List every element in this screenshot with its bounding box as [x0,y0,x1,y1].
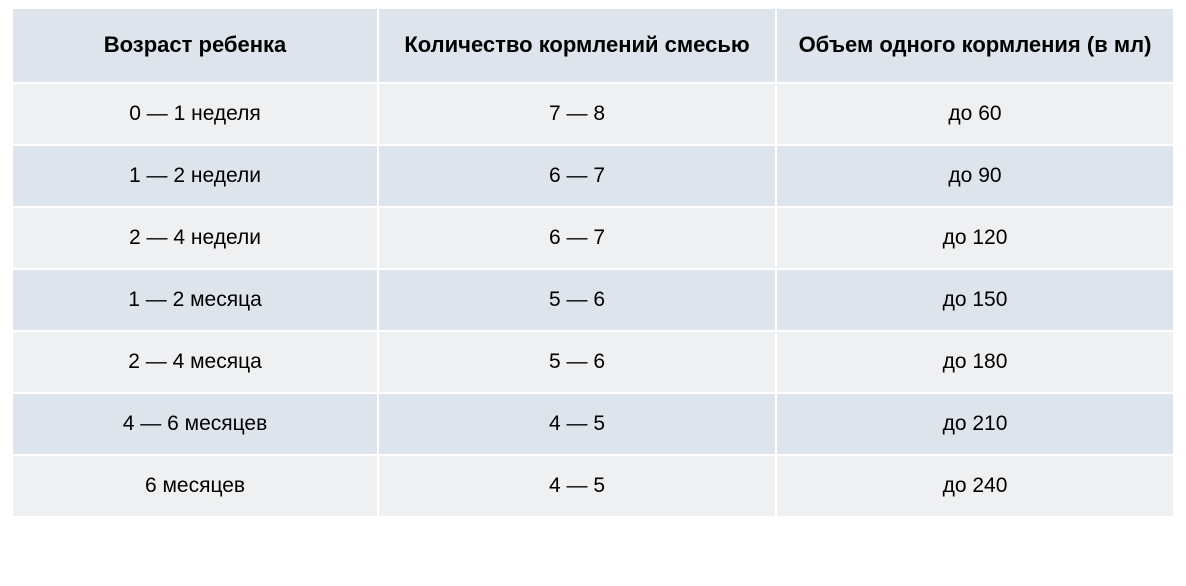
cell-age: 0 — 1 неделя [12,83,378,145]
cell-volume: до 60 [776,83,1174,145]
cell-feedings: 4 — 5 [378,455,776,517]
cell-age: 1 — 2 месяца [12,269,378,331]
cell-age: 1 — 2 недели [12,145,378,207]
cell-volume: до 120 [776,207,1174,269]
cell-volume: до 210 [776,393,1174,455]
table-row: 1 — 2 месяца 5 — 6 до 150 [12,269,1174,331]
table-row: 6 месяцев 4 — 5 до 240 [12,455,1174,517]
col-header-feedings: Количество кормлений смесью [378,8,776,83]
cell-feedings: 4 — 5 [378,393,776,455]
cell-feedings: 5 — 6 [378,269,776,331]
table-row: 2 — 4 недели 6 — 7 до 120 [12,207,1174,269]
table-row: 1 — 2 недели 6 — 7 до 90 [12,145,1174,207]
col-header-age: Возраст ребенка [12,8,378,83]
cell-age: 4 — 6 месяцев [12,393,378,455]
cell-feedings: 6 — 7 [378,207,776,269]
cell-age: 2 — 4 недели [12,207,378,269]
cell-volume: до 180 [776,331,1174,393]
col-header-volume: Объем одного кормления (в мл) [776,8,1174,83]
cell-volume: до 150 [776,269,1174,331]
cell-volume: до 90 [776,145,1174,207]
table-row: 4 — 6 месяцев 4 — 5 до 210 [12,393,1174,455]
table-row: 2 — 4 месяца 5 — 6 до 180 [12,331,1174,393]
cell-age: 6 месяцев [12,455,378,517]
cell-age: 2 — 4 месяца [12,331,378,393]
cell-feedings: 7 — 8 [378,83,776,145]
cell-feedings: 5 — 6 [378,331,776,393]
feeding-table: Возраст ребенка Количество кормлений сме… [11,7,1175,518]
table-header-row: Возраст ребенка Количество кормлений сме… [12,8,1174,83]
cell-volume: до 240 [776,455,1174,517]
table-row: 0 — 1 неделя 7 — 8 до 60 [12,83,1174,145]
cell-feedings: 6 — 7 [378,145,776,207]
